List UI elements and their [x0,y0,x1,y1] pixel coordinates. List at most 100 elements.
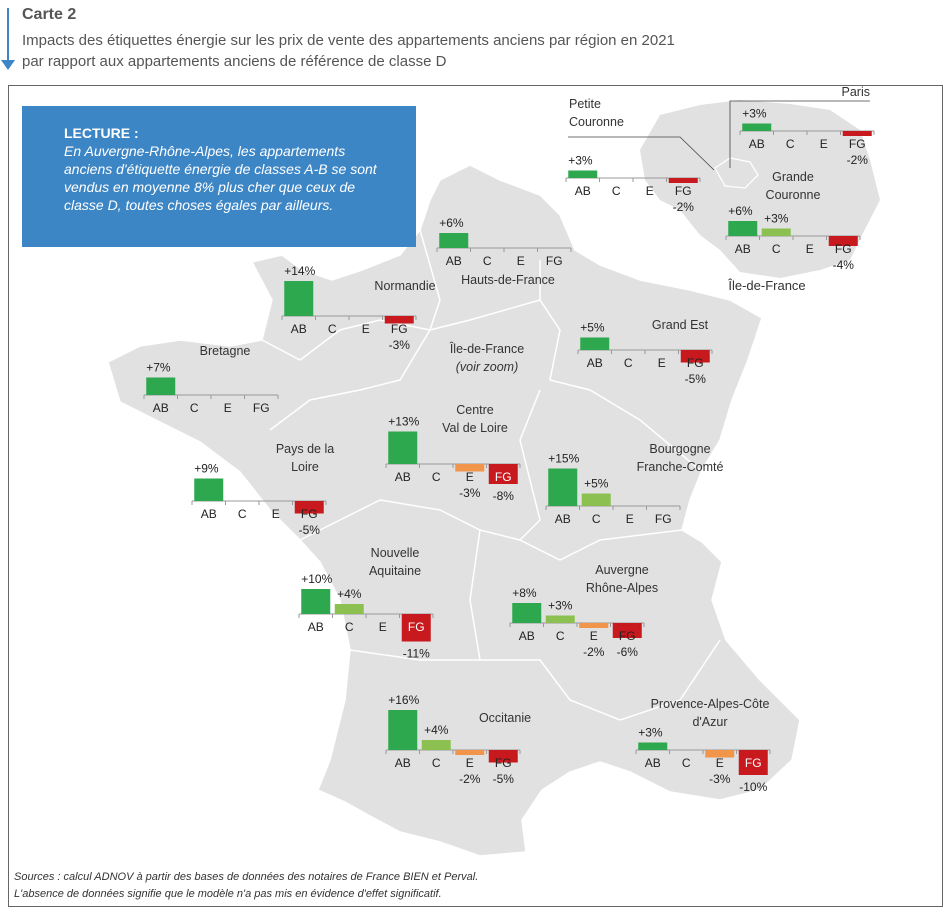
bar-fg [738,750,768,775]
region-label: Couronne [766,188,821,202]
category-label: AB [395,470,411,484]
category-label: AB [395,756,411,770]
bar-ab [638,742,668,750]
bar-ab [512,603,542,623]
value-label: +7% [146,361,171,375]
category-label: FG [835,242,852,256]
region-label: Grand Est [652,318,709,332]
bar-fg [612,623,642,638]
category-label: C [786,137,795,151]
value-label: -3% [709,772,731,786]
value-label: +3% [764,212,789,226]
value-label: -5% [685,372,707,386]
value-label: +3% [638,726,663,740]
category-label: AB [749,137,765,151]
region-label: Nouvelle [371,546,420,560]
bar-fg [488,750,518,763]
value-label: -2% [459,772,481,786]
bar-ab [194,478,224,501]
value-label: +4% [337,587,362,601]
idf-voir-zoom: (voir zoom) [456,360,519,374]
map-subtitle: Impacts des étiquettes énergie sur les p… [22,30,675,72]
value-label: -10% [739,780,767,794]
category-label: E [806,242,814,256]
leader-lines [568,100,870,171]
category-label: FG [675,184,692,198]
bar-c [581,493,611,506]
category-label: FG [391,322,408,336]
category-label: AB [575,184,591,198]
region-label: Val de Loire [442,421,508,435]
region-label: Bourgogne [649,442,710,456]
region-label: Grande [772,170,814,184]
category-label: C [772,242,781,256]
bar-ab [439,233,469,248]
category-label: FG [546,254,563,268]
category-label: E [272,507,280,521]
value-label: -11% [403,647,430,661]
bar-e [455,464,485,472]
value-label: +8% [512,586,537,600]
category-label: C [483,254,492,268]
value-label: +14% [284,264,315,278]
reading-guide-heading: LECTURE : [64,125,139,141]
value-label: +13% [388,415,419,429]
value-label: +16% [388,693,419,707]
value-label: -5% [299,523,321,537]
reading-guide-box: LECTURE : En Auvergne-Rhône-Alpes, les a… [22,106,416,247]
category-label: E [379,620,387,634]
category-label: E [224,401,232,415]
region-label: Auvergne [595,563,649,577]
subtitle-line-2: par rapport aux appartements anciens de … [22,53,447,70]
bar-fg [384,316,414,324]
sources-line-1: Sources : calcul ADNOV à partir des base… [14,871,479,883]
value-label: +10% [301,572,332,586]
value-label: -6% [617,645,639,659]
category-label: E [716,756,724,770]
category-label: E [466,470,474,484]
category-label: E [820,137,828,151]
region-label: Bretagne [200,344,251,358]
region-label: Petite [569,97,601,111]
category-label: C [612,184,621,198]
bar-fg [842,131,872,136]
idf-zoom-title: Île-de-France [727,278,805,293]
category-label: FG [687,356,704,370]
region-label: Aquitaine [369,564,421,578]
value-label: +3% [548,599,573,613]
sources-note: Sources : calcul ADNOV à partir des base… [14,869,478,903]
category-label: C [328,322,337,336]
bar-ab [284,281,314,316]
value-label: +4% [424,723,449,737]
region-label: Loire [291,460,319,474]
bar-ab [388,710,418,750]
header-arrow-icon [1,60,15,70]
idf-zoom-shape [640,100,880,278]
region-label: Couronne [569,115,624,129]
map-title: Carte 2 [22,6,77,23]
category-label: E [362,322,370,336]
category-label: C [624,356,633,370]
value-label: -3% [459,486,481,500]
value-label: +9% [194,462,219,476]
value-label: +15% [548,452,579,466]
bar-ab [568,170,598,178]
value-label: +5% [580,321,605,335]
sources-line-2: L'absence de données signifie que le mod… [14,888,442,900]
bar-fg [828,236,858,246]
value-label: +6% [439,216,464,230]
header-accent-bar [7,8,9,63]
category-label: AB [308,620,324,634]
category-label: AB [153,401,169,415]
bar-fg [668,178,698,183]
category-label: AB [645,756,661,770]
region-label: Hauts-de-France [461,273,555,287]
category-label: AB [555,512,571,526]
category-label: FG [408,620,425,634]
value-label: -2% [673,200,695,214]
category-label: FG [745,756,762,770]
value-label: -5% [493,772,515,786]
category-label: AB [446,254,462,268]
category-label: C [190,401,199,415]
